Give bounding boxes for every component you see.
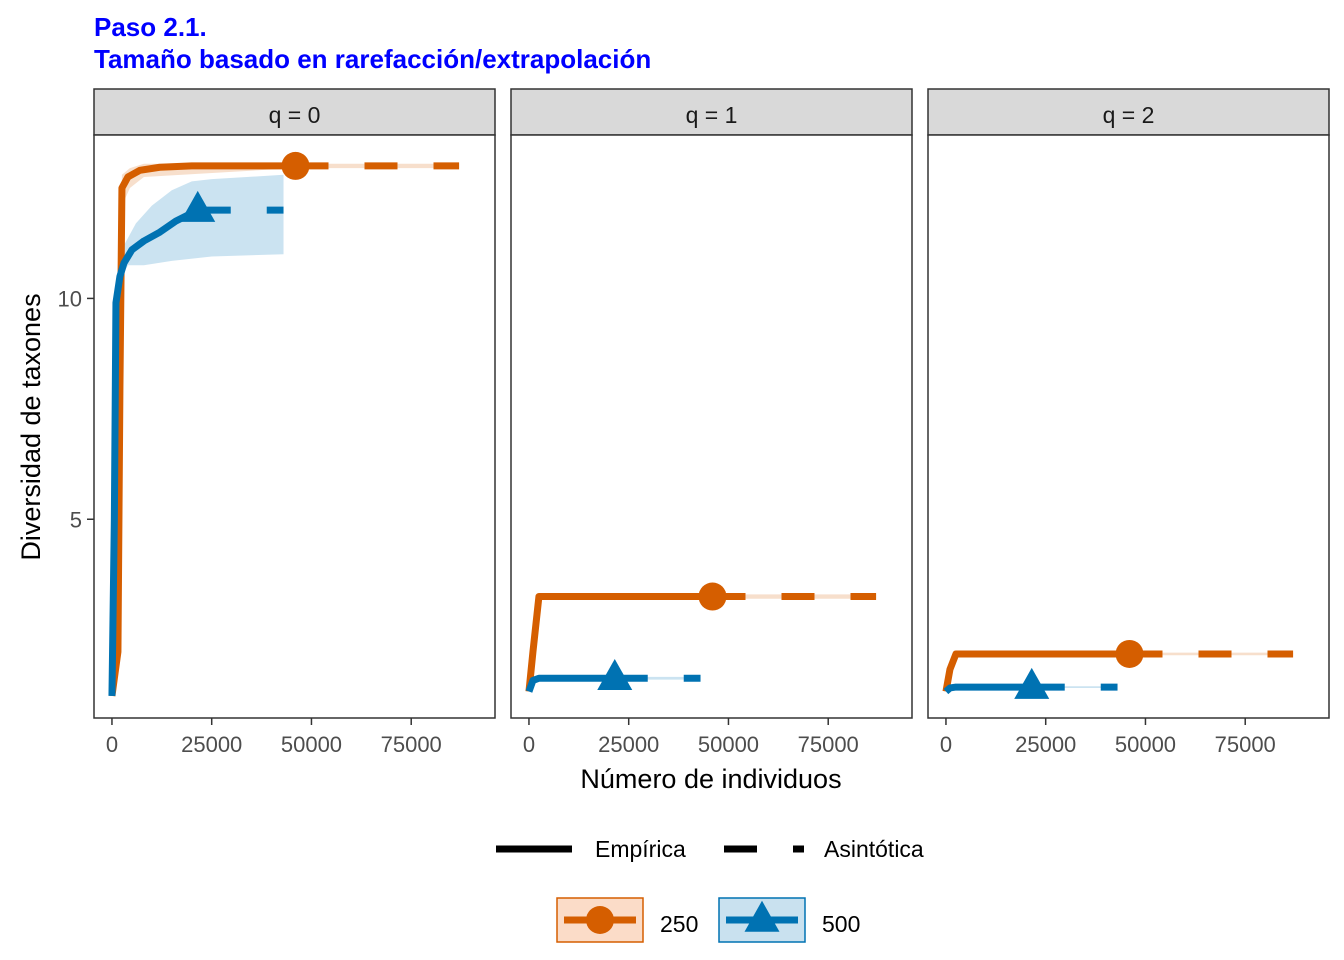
series-legend: 250 500 <box>556 897 860 943</box>
observed-point-500 <box>180 190 216 222</box>
plot-area <box>942 639 1294 699</box>
x-tick-label: 75000 <box>1215 732 1276 757</box>
y-axis-label: Diversidad de taxones <box>16 293 46 560</box>
panel-border <box>510 134 913 719</box>
x-tick-label: 25000 <box>1015 732 1076 757</box>
observed-point-500 <box>597 659 633 691</box>
facet-panel: q = 0 0 25000 50000 75000 <box>93 88 496 757</box>
chart-subtitle: Tamaño basado en rarefacción/extrapolaci… <box>94 44 651 74</box>
x-tick-label: 50000 <box>281 732 342 757</box>
x-tick-label: 50000 <box>1115 732 1176 757</box>
panel-border <box>93 134 496 719</box>
x-tick-label: 25000 <box>181 732 242 757</box>
facet-strip <box>510 88 913 136</box>
facet-panel: q = 2 0 25000 50000 75000 <box>927 88 1330 757</box>
chart-title: Paso 2.1. <box>94 12 207 42</box>
series-line-500-empirica <box>943 683 1032 695</box>
series-line-250-empirica <box>108 162 296 697</box>
facet-strip-label: q = 1 <box>686 102 738 128</box>
legend-item-500: 500 <box>718 897 860 943</box>
legend-label: Empírica <box>595 836 686 862</box>
observed-point-250 <box>1115 639 1144 668</box>
legend-key-triangle-marker <box>744 900 780 932</box>
legend-label: 250 <box>660 911 698 937</box>
x-tick-label: 50000 <box>698 732 759 757</box>
legend-key-circle-marker <box>586 906 614 934</box>
facet-strip <box>93 88 496 136</box>
series-line-500-empirica <box>108 206 200 696</box>
confidence-ribbon-500 <box>115 174 284 308</box>
panel-background <box>928 135 1329 718</box>
plot-area <box>525 582 877 693</box>
legend-label: Asintótica <box>824 836 924 862</box>
linetype-legend: Empírica Asintótica <box>496 836 924 862</box>
facet-strip-label: q = 2 <box>1103 102 1155 128</box>
x-tick-label: 0 <box>106 732 118 757</box>
panel-border <box>927 134 1330 719</box>
series-line-250-empirica <box>942 650 1130 693</box>
facet-panels: q = 0 0 25000 50000 75000 q = 1 0 25000 50000 750… <box>93 88 1330 757</box>
x-tick-label: 0 <box>523 732 535 757</box>
x-tick-label: 25000 <box>598 732 659 757</box>
series-line-250-empirica <box>525 593 713 692</box>
series-line-500-empirica <box>525 674 615 693</box>
observed-point-250 <box>698 582 727 611</box>
legend-label: 500 <box>822 911 860 937</box>
y-tick-label: 10 <box>58 286 82 311</box>
x-axis-label: Número de individuos <box>580 764 841 794</box>
facet-panel: q = 1 0 25000 50000 75000 <box>510 88 913 757</box>
y-tick-label: 5 <box>70 507 82 532</box>
x-tick-label: 75000 <box>381 732 442 757</box>
x-tick-label: 75000 <box>798 732 859 757</box>
plot-area <box>108 151 460 697</box>
observed-point-250 <box>281 151 310 180</box>
x-tick-label: 0 <box>940 732 952 757</box>
y-axis: 5 10 <box>58 286 94 532</box>
panel-background <box>511 135 912 718</box>
facet-strip <box>927 88 1330 136</box>
facet-strip-label: q = 0 <box>269 102 321 128</box>
observed-point-500 <box>1014 667 1050 699</box>
legend-item-250: 250 <box>556 897 698 943</box>
